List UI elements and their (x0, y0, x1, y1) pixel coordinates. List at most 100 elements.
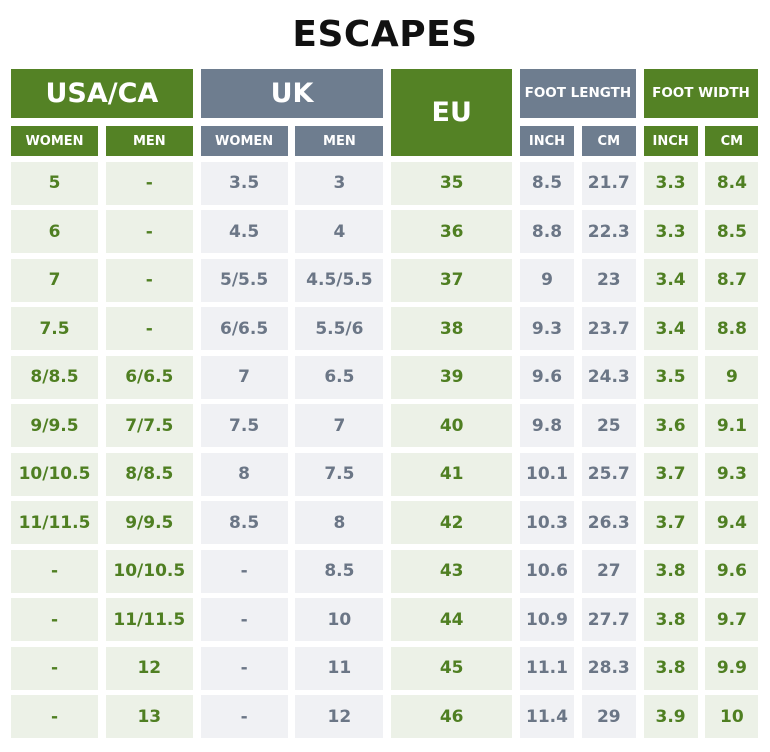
cell-uk-women: 8.5 (200, 501, 288, 544)
subheader-usa-women: WOMEN (11, 126, 98, 156)
cell-width-inch: 3.3 (643, 210, 698, 253)
cell-length-cm: 21.7 (581, 161, 636, 205)
cell-width-inch: 3.5 (643, 355, 698, 399)
cell-usa-women: 7.5 (11, 307, 98, 350)
subheader-uk-women: WOMEN (200, 126, 288, 156)
cell-length-inch: 9.8 (519, 404, 574, 447)
cell-length-inch: 9.6 (519, 355, 574, 399)
cell-uk-women: 7.5 (200, 404, 288, 447)
cell-length-cm: 22.3 (581, 210, 636, 253)
cell-usa-women: - (11, 598, 98, 641)
cell-uk-women: - (200, 695, 288, 738)
cell-width-cm: 10 (705, 695, 759, 738)
cell-width-inch: 3.4 (643, 258, 698, 302)
subheader-width-cm: CM (705, 126, 759, 156)
cell-uk-men: 10 (295, 598, 384, 641)
cell-uk-women: 7 (200, 355, 288, 399)
cell-uk-women: - (200, 549, 288, 593)
cell-usa-women: - (11, 695, 98, 738)
cell-length-inch: 10.3 (519, 501, 574, 544)
cell-eu: 39 (391, 355, 513, 399)
cell-usa-men: - (105, 210, 193, 253)
cell-width-inch: 3.8 (643, 646, 698, 690)
cell-usa-men: 6/6.5 (105, 355, 193, 399)
cell-eu: 42 (391, 501, 513, 544)
header-foot-length: FOOT LENGTH (519, 69, 636, 118)
cell-length-cm: 27.7 (581, 598, 636, 641)
cell-length-cm: 28.3 (581, 646, 636, 690)
cell-eu: 45 (391, 646, 513, 690)
cell-usa-men: - (105, 258, 193, 302)
cell-uk-men: 8.5 (295, 549, 384, 593)
cell-usa-men: 12 (105, 646, 193, 690)
cell-length-inch: 11.4 (519, 695, 574, 738)
cell-eu: 40 (391, 404, 513, 447)
cell-width-inch: 3.7 (643, 452, 698, 496)
cell-width-inch: 3.8 (643, 549, 698, 593)
cell-usa-women: 10/10.5 (11, 452, 98, 496)
cell-eu: 38 (391, 307, 513, 350)
cell-length-cm: 27 (581, 549, 636, 593)
cell-width-cm: 9.4 (705, 501, 759, 544)
cell-length-inch: 8.8 (519, 210, 574, 253)
size-chart-table: USA/CA UK EU FOOT LENGTH FOOT WIDTH WOME… (11, 69, 759, 738)
cell-eu: 44 (391, 598, 513, 641)
cell-width-cm: 9.7 (705, 598, 759, 641)
subheader-uk-men: MEN (295, 126, 384, 156)
header-foot-width: FOOT WIDTH (643, 69, 759, 118)
cell-length-inch: 10.1 (519, 452, 574, 496)
cell-width-cm: 8.7 (705, 258, 759, 302)
cell-usa-men: - (105, 161, 193, 205)
cell-width-cm: 8.8 (705, 307, 759, 350)
header-usa-ca: USA/CA (11, 69, 193, 118)
cell-usa-women: 8/8.5 (11, 355, 98, 399)
cell-uk-men: 7 (295, 404, 384, 447)
cell-uk-women: 5/5.5 (200, 258, 288, 302)
cell-eu: 37 (391, 258, 513, 302)
cell-eu: 41 (391, 452, 513, 496)
cell-usa-men: 7/7.5 (105, 404, 193, 447)
cell-width-cm: 9.3 (705, 452, 759, 496)
cell-uk-men: 12 (295, 695, 384, 738)
cell-width-inch: 3.6 (643, 404, 698, 447)
cell-width-inch: 3.7 (643, 501, 698, 544)
cell-width-cm: 8.5 (705, 210, 759, 253)
cell-usa-women: 7 (11, 258, 98, 302)
cell-usa-women: - (11, 646, 98, 690)
cell-usa-women: 9/9.5 (11, 404, 98, 447)
cell-usa-women: - (11, 549, 98, 593)
cell-usa-women: 5 (11, 161, 98, 205)
header-eu: EU (391, 69, 513, 156)
cell-width-cm: 9.9 (705, 646, 759, 690)
cell-usa-men: 11/11.5 (105, 598, 193, 641)
cell-uk-men: 11 (295, 646, 384, 690)
subheader-usa-men: MEN (105, 126, 193, 156)
cell-eu: 36 (391, 210, 513, 253)
cell-length-cm: 25 (581, 404, 636, 447)
cell-eu: 46 (391, 695, 513, 738)
cell-uk-men: 8 (295, 501, 384, 544)
header-uk: UK (200, 69, 384, 118)
cell-eu: 35 (391, 161, 513, 205)
cell-uk-women: - (200, 646, 288, 690)
cell-uk-men: 5.5/6 (295, 307, 384, 350)
cell-usa-women: 6 (11, 210, 98, 253)
subheader-width-inch: INCH (643, 126, 698, 156)
cell-length-cm: 24.3 (581, 355, 636, 399)
cell-usa-men: - (105, 307, 193, 350)
cell-length-inch: 10.9 (519, 598, 574, 641)
cell-length-inch: 9.3 (519, 307, 574, 350)
cell-uk-men: 4.5/5.5 (295, 258, 384, 302)
cell-width-cm: 8.4 (705, 161, 759, 205)
cell-length-cm: 26.3 (581, 501, 636, 544)
cell-uk-women: - (200, 598, 288, 641)
cell-uk-women: 4.5 (200, 210, 288, 253)
cell-length-inch: 11.1 (519, 646, 574, 690)
subheader-length-cm: CM (581, 126, 636, 156)
subheader-length-inch: INCH (519, 126, 574, 156)
cell-width-inch: 3.8 (643, 598, 698, 641)
cell-usa-men: 8/8.5 (105, 452, 193, 496)
cell-uk-men: 4 (295, 210, 384, 253)
cell-length-cm: 25.7 (581, 452, 636, 496)
cell-uk-men: 7.5 (295, 452, 384, 496)
